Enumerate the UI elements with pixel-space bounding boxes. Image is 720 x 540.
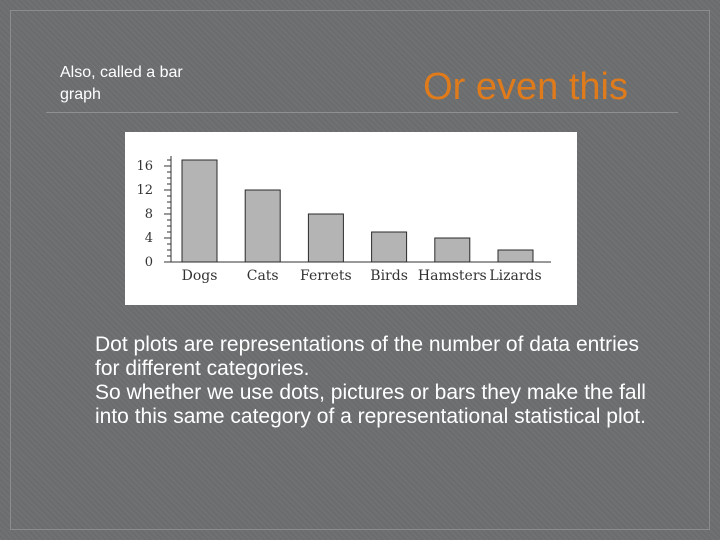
bar-dogs (181, 159, 218, 263)
bar-ferrets (307, 213, 344, 263)
x-tick-label: Ferrets (300, 268, 352, 284)
y-tick-label: 0 (145, 255, 153, 270)
x-tick-label: Birds (370, 268, 408, 284)
bar-birds (371, 231, 408, 263)
body-line-1: Dot plots are representations of the num… (95, 333, 639, 380)
slide-frame (10, 10, 710, 530)
y-tick-label: 12 (136, 183, 153, 198)
body-line-2: So whether we use dots, pictures or bars… (95, 381, 646, 428)
bar-hamsters (434, 237, 471, 263)
side-note: Also, called a bar graph (60, 64, 183, 103)
x-tick-label: Dogs (182, 268, 218, 284)
bar-chart-panel: 0 4 8 12 16 Dogs Cats Ferrets Birds Hamsters Lizar… (125, 132, 577, 305)
slide-title: Or even this (423, 66, 628, 108)
x-tick-label: Hamsters (418, 268, 487, 284)
body-text: Dot plots are representations of the num… (95, 333, 655, 429)
bar-lizards (497, 249, 534, 263)
bar-chart: 0 4 8 12 16 Dogs Cats Ferrets Birds Hamsters Lizar… (136, 156, 551, 284)
y-tick-label: 4 (145, 231, 153, 246)
y-tick-label: 8 (145, 207, 153, 222)
x-tick-label: Lizards (489, 268, 541, 284)
x-tick-label: Cats (247, 268, 279, 284)
bar-cats (244, 189, 281, 263)
title-divider (46, 112, 678, 113)
y-tick-label: 16 (136, 159, 153, 174)
